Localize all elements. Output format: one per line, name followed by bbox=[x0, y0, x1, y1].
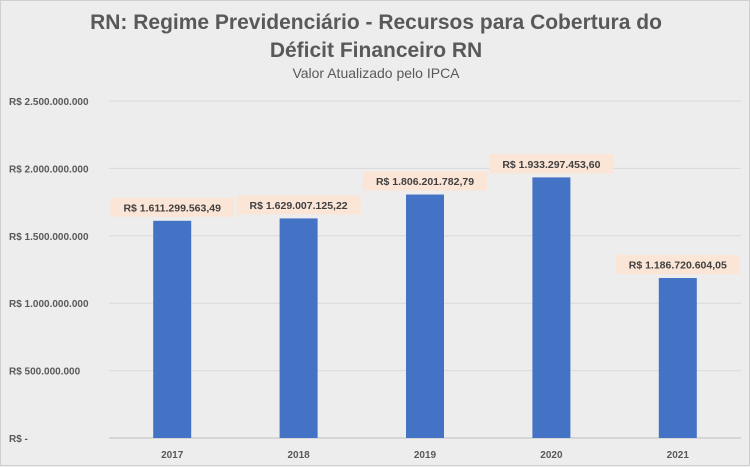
title-line-2: Déficit Financeiro RN bbox=[269, 39, 483, 62]
bar-2020 bbox=[532, 177, 571, 438]
bar-2019 bbox=[406, 194, 444, 438]
data-label-bg bbox=[489, 154, 614, 174]
x-tick-label: 2020 bbox=[540, 450, 563, 461]
data-label: R$ 1.933.297.453,60 bbox=[502, 159, 600, 171]
data-label-bg bbox=[110, 197, 235, 217]
data-label-bg bbox=[363, 171, 487, 191]
y-tick-label: R$ 2.500.000.000 bbox=[9, 97, 89, 108]
chart-title: RN: Regime Previdenciário - Recursos par… bbox=[1, 9, 750, 65]
y-tick-label: R$ 1.000.000.000 bbox=[9, 299, 89, 310]
bar-2021 bbox=[658, 278, 697, 438]
x-tick-label: 2018 bbox=[287, 450, 310, 461]
y-tick-label: R$ - bbox=[9, 434, 28, 445]
chart-subtitle: Valor Atualizado pelo IPCA bbox=[292, 65, 460, 81]
data-label: R$ 1.629.007.125,22 bbox=[250, 200, 348, 212]
data-label-bg bbox=[236, 195, 361, 215]
x-tick-label: 2017 bbox=[161, 450, 184, 461]
y-tick-label: R$ 1.500.000.000 bbox=[9, 232, 89, 243]
bar-2018 bbox=[279, 218, 318, 438]
data-label: R$ 1.611.299.563,49 bbox=[123, 202, 221, 214]
x-tick-label: 2019 bbox=[414, 450, 437, 461]
data-label: R$ 1.806.201.782,79 bbox=[376, 176, 474, 188]
y-tick-label: R$ 500.000.000 bbox=[9, 367, 81, 378]
y-tick-label: R$ 2.000.000.000 bbox=[9, 164, 89, 175]
data-label-bg bbox=[615, 255, 740, 275]
title-line-1: RN: Regime Previdenciário - Recursos par… bbox=[90, 11, 662, 34]
bar-2017 bbox=[153, 220, 192, 438]
data-label: R$ 1.186.720.604,05 bbox=[629, 260, 727, 272]
x-tick-label: 2021 bbox=[667, 450, 690, 461]
